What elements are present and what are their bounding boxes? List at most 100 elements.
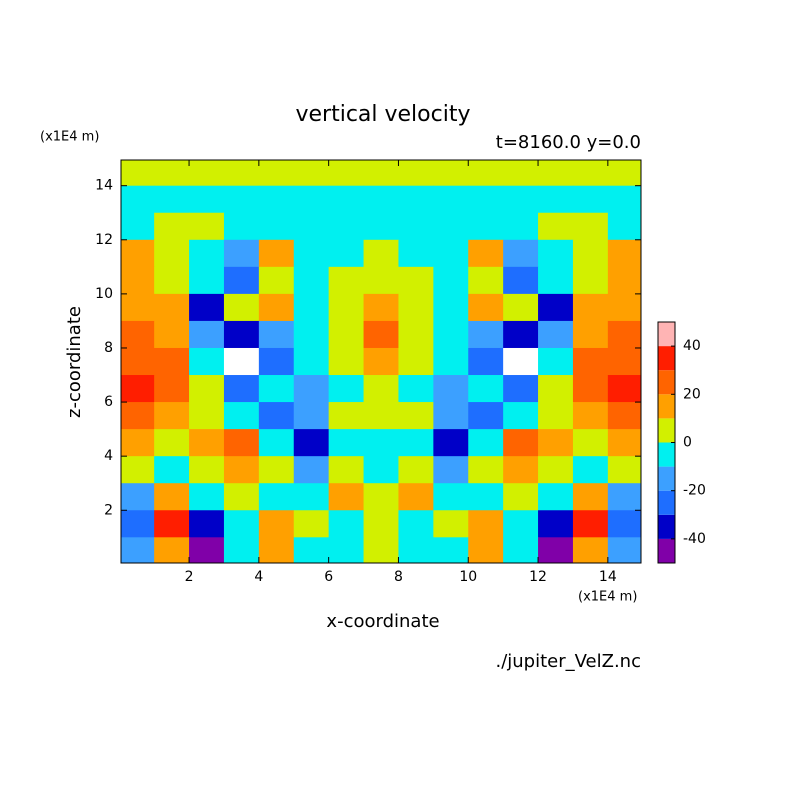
contour-cell xyxy=(189,375,225,403)
contour-cell xyxy=(363,429,399,457)
contour-cell xyxy=(538,320,574,349)
contour-cell xyxy=(538,347,574,376)
contour-cell xyxy=(398,402,434,430)
contour-cell xyxy=(363,537,399,563)
contour-cell xyxy=(398,185,434,214)
contour-cell xyxy=(328,266,365,295)
contour-cell xyxy=(607,293,641,322)
contour-cell xyxy=(154,185,190,214)
contour-cell xyxy=(154,293,190,322)
contour-cell xyxy=(223,212,260,241)
contour-cell xyxy=(363,402,399,430)
contour-cell xyxy=(293,266,330,295)
contour-cell xyxy=(538,375,574,403)
contour-cell xyxy=(293,239,330,268)
contour-cell xyxy=(468,429,504,457)
y-tick-label: 12 xyxy=(95,232,113,248)
contour-cell xyxy=(293,347,330,376)
contour-cell xyxy=(607,212,641,241)
contour-cell xyxy=(328,239,365,268)
contour-cell xyxy=(433,483,469,511)
colorbar-swatch xyxy=(658,442,675,467)
contour-cell xyxy=(223,239,260,268)
contour-cell xyxy=(363,160,399,187)
contour-cell xyxy=(121,293,155,322)
contour-cell xyxy=(121,429,155,457)
contour-cell xyxy=(503,266,539,295)
contour-cell xyxy=(258,160,295,187)
y-axis-label: z-coordinate xyxy=(64,306,85,418)
contour-cell xyxy=(468,320,504,349)
contour-cell xyxy=(258,266,295,295)
contour-cell xyxy=(503,239,539,268)
contour-cell xyxy=(363,212,399,241)
contour-cell xyxy=(154,483,190,511)
contour-cell xyxy=(538,537,574,563)
contour-cell xyxy=(572,293,609,322)
y-tick-label: 14 xyxy=(95,178,113,194)
contour-cell xyxy=(503,293,539,322)
contour-cell xyxy=(121,160,155,187)
contour-cell xyxy=(433,375,469,403)
contour-cell xyxy=(607,510,641,538)
contour-cell xyxy=(398,510,434,538)
contour-cell xyxy=(398,483,434,511)
colorbar-swatch xyxy=(658,418,675,443)
contour-cell xyxy=(223,402,260,430)
contour-cell xyxy=(189,160,225,187)
contour-cell xyxy=(572,510,609,538)
contour-cell xyxy=(154,402,190,430)
contour-cell xyxy=(468,185,504,214)
x-tick-label: 10 xyxy=(459,569,477,585)
contour-cell xyxy=(189,185,225,214)
contour-cell xyxy=(433,510,469,538)
contour-cell xyxy=(189,483,225,511)
contour-cell xyxy=(258,293,295,322)
x-tick-label: 8 xyxy=(394,569,403,585)
contour-cell xyxy=(121,347,155,376)
contour-cell xyxy=(398,429,434,457)
contour-cell xyxy=(154,347,190,376)
contour-cell xyxy=(607,483,641,511)
contour-cell xyxy=(572,320,609,349)
contour-cell xyxy=(607,320,641,349)
x-tick-label: 2 xyxy=(185,569,194,585)
contour-cell xyxy=(121,456,155,484)
contour-cell xyxy=(538,429,574,457)
colorbar-swatch xyxy=(658,514,675,539)
contour-cell xyxy=(572,456,609,484)
contour-cell xyxy=(154,375,190,403)
contour-cell xyxy=(189,347,225,376)
colorbar-swatch xyxy=(658,346,675,371)
contour-cell xyxy=(468,212,504,241)
contour-cell xyxy=(189,266,225,295)
contour-cell xyxy=(293,185,330,214)
y-tick-label: 2 xyxy=(104,502,113,518)
contour-cell xyxy=(503,320,539,349)
contour-cell xyxy=(293,510,330,538)
contour-cell xyxy=(121,402,155,430)
contour-cell xyxy=(607,456,641,484)
contour-cell xyxy=(572,160,609,187)
contour-cell xyxy=(433,456,469,484)
contour-cell xyxy=(121,510,155,538)
contour-cell xyxy=(572,212,609,241)
x-unit: (x1E4 m) xyxy=(578,590,637,605)
contour-cell xyxy=(572,185,609,214)
contour-cell xyxy=(468,160,504,187)
contour-cell xyxy=(503,510,539,538)
contour-cell xyxy=(468,402,504,430)
contour-cell xyxy=(538,185,574,214)
contour-cell xyxy=(607,347,641,376)
contour-cell xyxy=(503,185,539,214)
contour-cell xyxy=(223,293,260,322)
contour-cell xyxy=(607,429,641,457)
contour-cell xyxy=(223,347,260,376)
contour-cell xyxy=(223,185,260,214)
contour-cell xyxy=(538,266,574,295)
contour-cell xyxy=(154,537,190,563)
plot-frame xyxy=(120,159,642,564)
contour-cell xyxy=(538,402,574,430)
contour-cell xyxy=(154,212,190,241)
